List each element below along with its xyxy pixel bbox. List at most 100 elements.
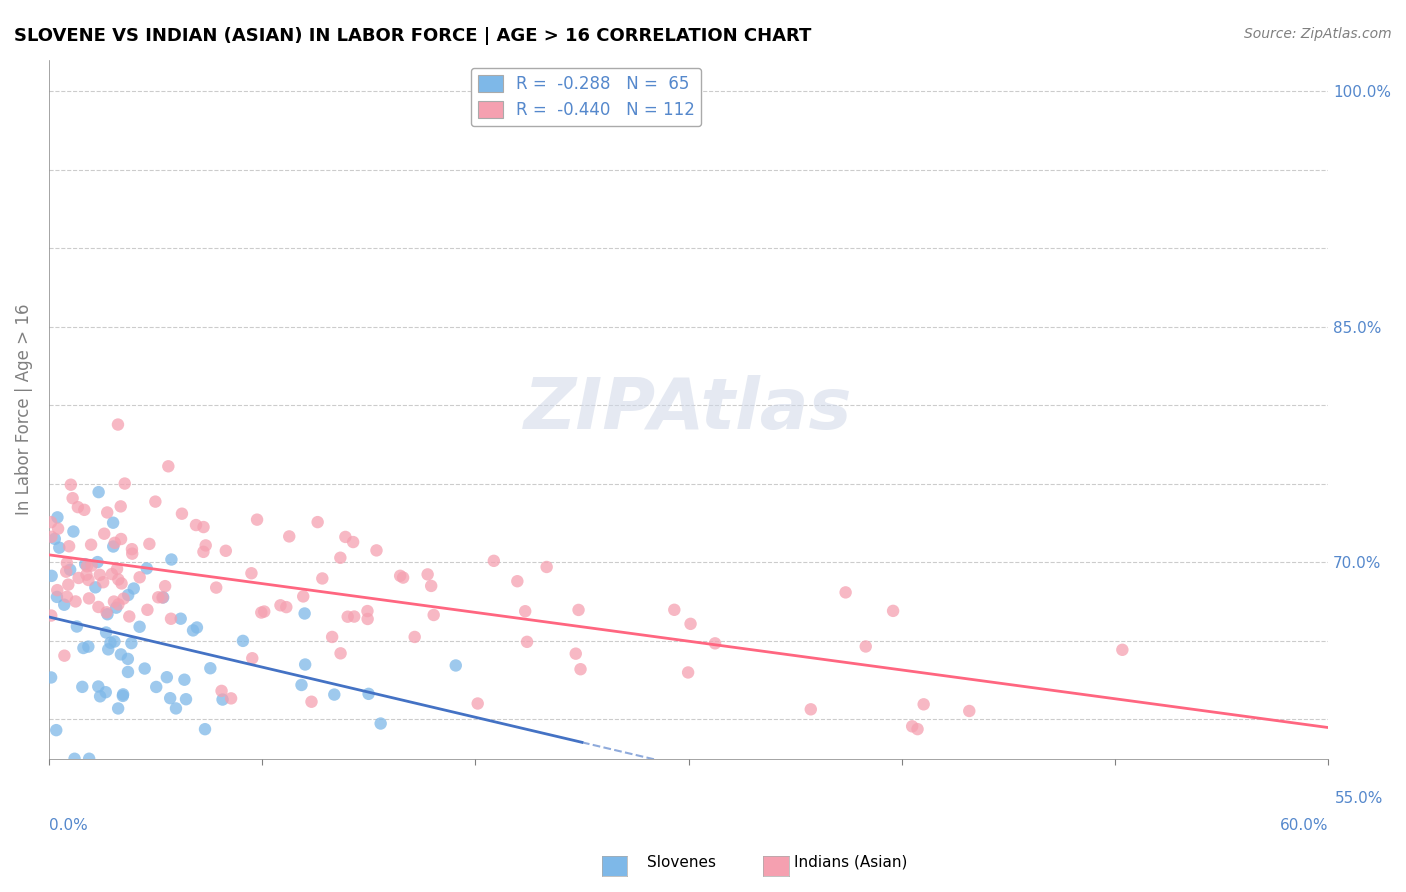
Point: [467, 697, 489, 711]
Point: [112, 591, 135, 606]
Text: Slovenes: Slovenes: [647, 855, 716, 870]
Point: [128, 620, 150, 634]
Point: [39, 515, 62, 529]
Point: [84, 580, 107, 594]
Point: [205, 581, 228, 595]
Point: [219, 691, 242, 706]
Point: [56, 590, 79, 604]
Point: [72, 680, 94, 694]
Point: [58, 577, 80, 591]
Point: [278, 529, 301, 543]
Point: [294, 657, 316, 672]
Point: [117, 652, 139, 666]
Point: [444, 658, 467, 673]
Point: [152, 591, 174, 605]
Point: [294, 607, 316, 621]
Point: [246, 513, 269, 527]
Point: [45, 723, 67, 738]
Point: [676, 665, 699, 680]
Point: [569, 662, 592, 676]
Point: [110, 500, 132, 514]
Point: [136, 603, 159, 617]
Point: [156, 670, 179, 684]
Point: [834, 585, 856, 599]
Point: [181, 624, 204, 638]
Point: [329, 646, 352, 660]
Text: 0.0%: 0.0%: [49, 819, 87, 833]
Point: [516, 635, 538, 649]
Text: Indians (Asian): Indians (Asian): [794, 855, 908, 870]
Point: [44, 532, 66, 546]
Point: [46, 583, 69, 598]
Point: [105, 600, 128, 615]
Point: [323, 688, 346, 702]
Point: [89, 567, 111, 582]
Point: [103, 540, 125, 554]
Point: [122, 582, 145, 596]
Point: [170, 612, 193, 626]
Point: [211, 692, 233, 706]
Point: [370, 716, 392, 731]
Point: [41, 569, 63, 583]
Point: [58, 539, 80, 553]
Point: [912, 698, 935, 712]
Point: [121, 547, 143, 561]
Point: [117, 665, 139, 679]
Point: [46, 510, 69, 524]
Point: [107, 417, 129, 432]
Point: [356, 604, 378, 618]
Point: [121, 542, 143, 557]
Text: Source: ZipAtlas.com: Source: ZipAtlas.com: [1244, 27, 1392, 41]
Point: [107, 598, 129, 612]
Point: [135, 561, 157, 575]
Point: [342, 535, 364, 549]
Legend: R =  -0.288   N =  65, R =  -0.440   N = 112: R = -0.288 N = 65, R = -0.440 N = 112: [471, 68, 702, 126]
Point: [311, 571, 333, 585]
Point: [145, 680, 167, 694]
Point: [152, 591, 174, 605]
Point: [107, 573, 129, 587]
Point: [91, 575, 114, 590]
Point: [506, 574, 529, 589]
Point: [111, 689, 134, 703]
Point: [250, 606, 273, 620]
Point: [75, 557, 97, 571]
Point: [46, 590, 69, 604]
Point: [145, 494, 167, 508]
Y-axis label: In Labor Force | Age > 16: In Labor Force | Age > 16: [15, 303, 32, 515]
Point: [62, 491, 84, 505]
Point: [100, 636, 122, 650]
Text: SLOVENE VS INDIAN (ASIAN) IN LABOR FORCE | AGE > 16 CORRELATION CHART: SLOVENE VS INDIAN (ASIAN) IN LABOR FORCE…: [14, 27, 811, 45]
Point: [117, 588, 139, 602]
Point: [882, 604, 904, 618]
Point: [292, 590, 315, 604]
Point: [148, 591, 170, 605]
Point: [87, 485, 110, 500]
Point: [536, 560, 558, 574]
Point: [184, 518, 207, 533]
Point: [800, 702, 823, 716]
Point: [67, 571, 90, 585]
Text: ZIPAtlas: ZIPAtlas: [524, 375, 853, 443]
Point: [66, 500, 89, 515]
Point: [65, 594, 87, 608]
Point: [157, 459, 180, 474]
Point: [855, 640, 877, 654]
Point: [112, 687, 135, 701]
Point: [128, 570, 150, 584]
Point: [86, 555, 108, 569]
Point: [138, 537, 160, 551]
Point: [907, 722, 929, 736]
Point: [404, 630, 426, 644]
Point: [72, 640, 94, 655]
Point: [94, 685, 117, 699]
Point: [103, 594, 125, 608]
Text: 55.0%: 55.0%: [1336, 790, 1384, 805]
Point: [59, 563, 82, 577]
Point: [89, 690, 111, 704]
Point: [63, 752, 86, 766]
Point: [482, 554, 505, 568]
Point: [1111, 642, 1133, 657]
Point: [80, 558, 103, 573]
Point: [357, 687, 380, 701]
